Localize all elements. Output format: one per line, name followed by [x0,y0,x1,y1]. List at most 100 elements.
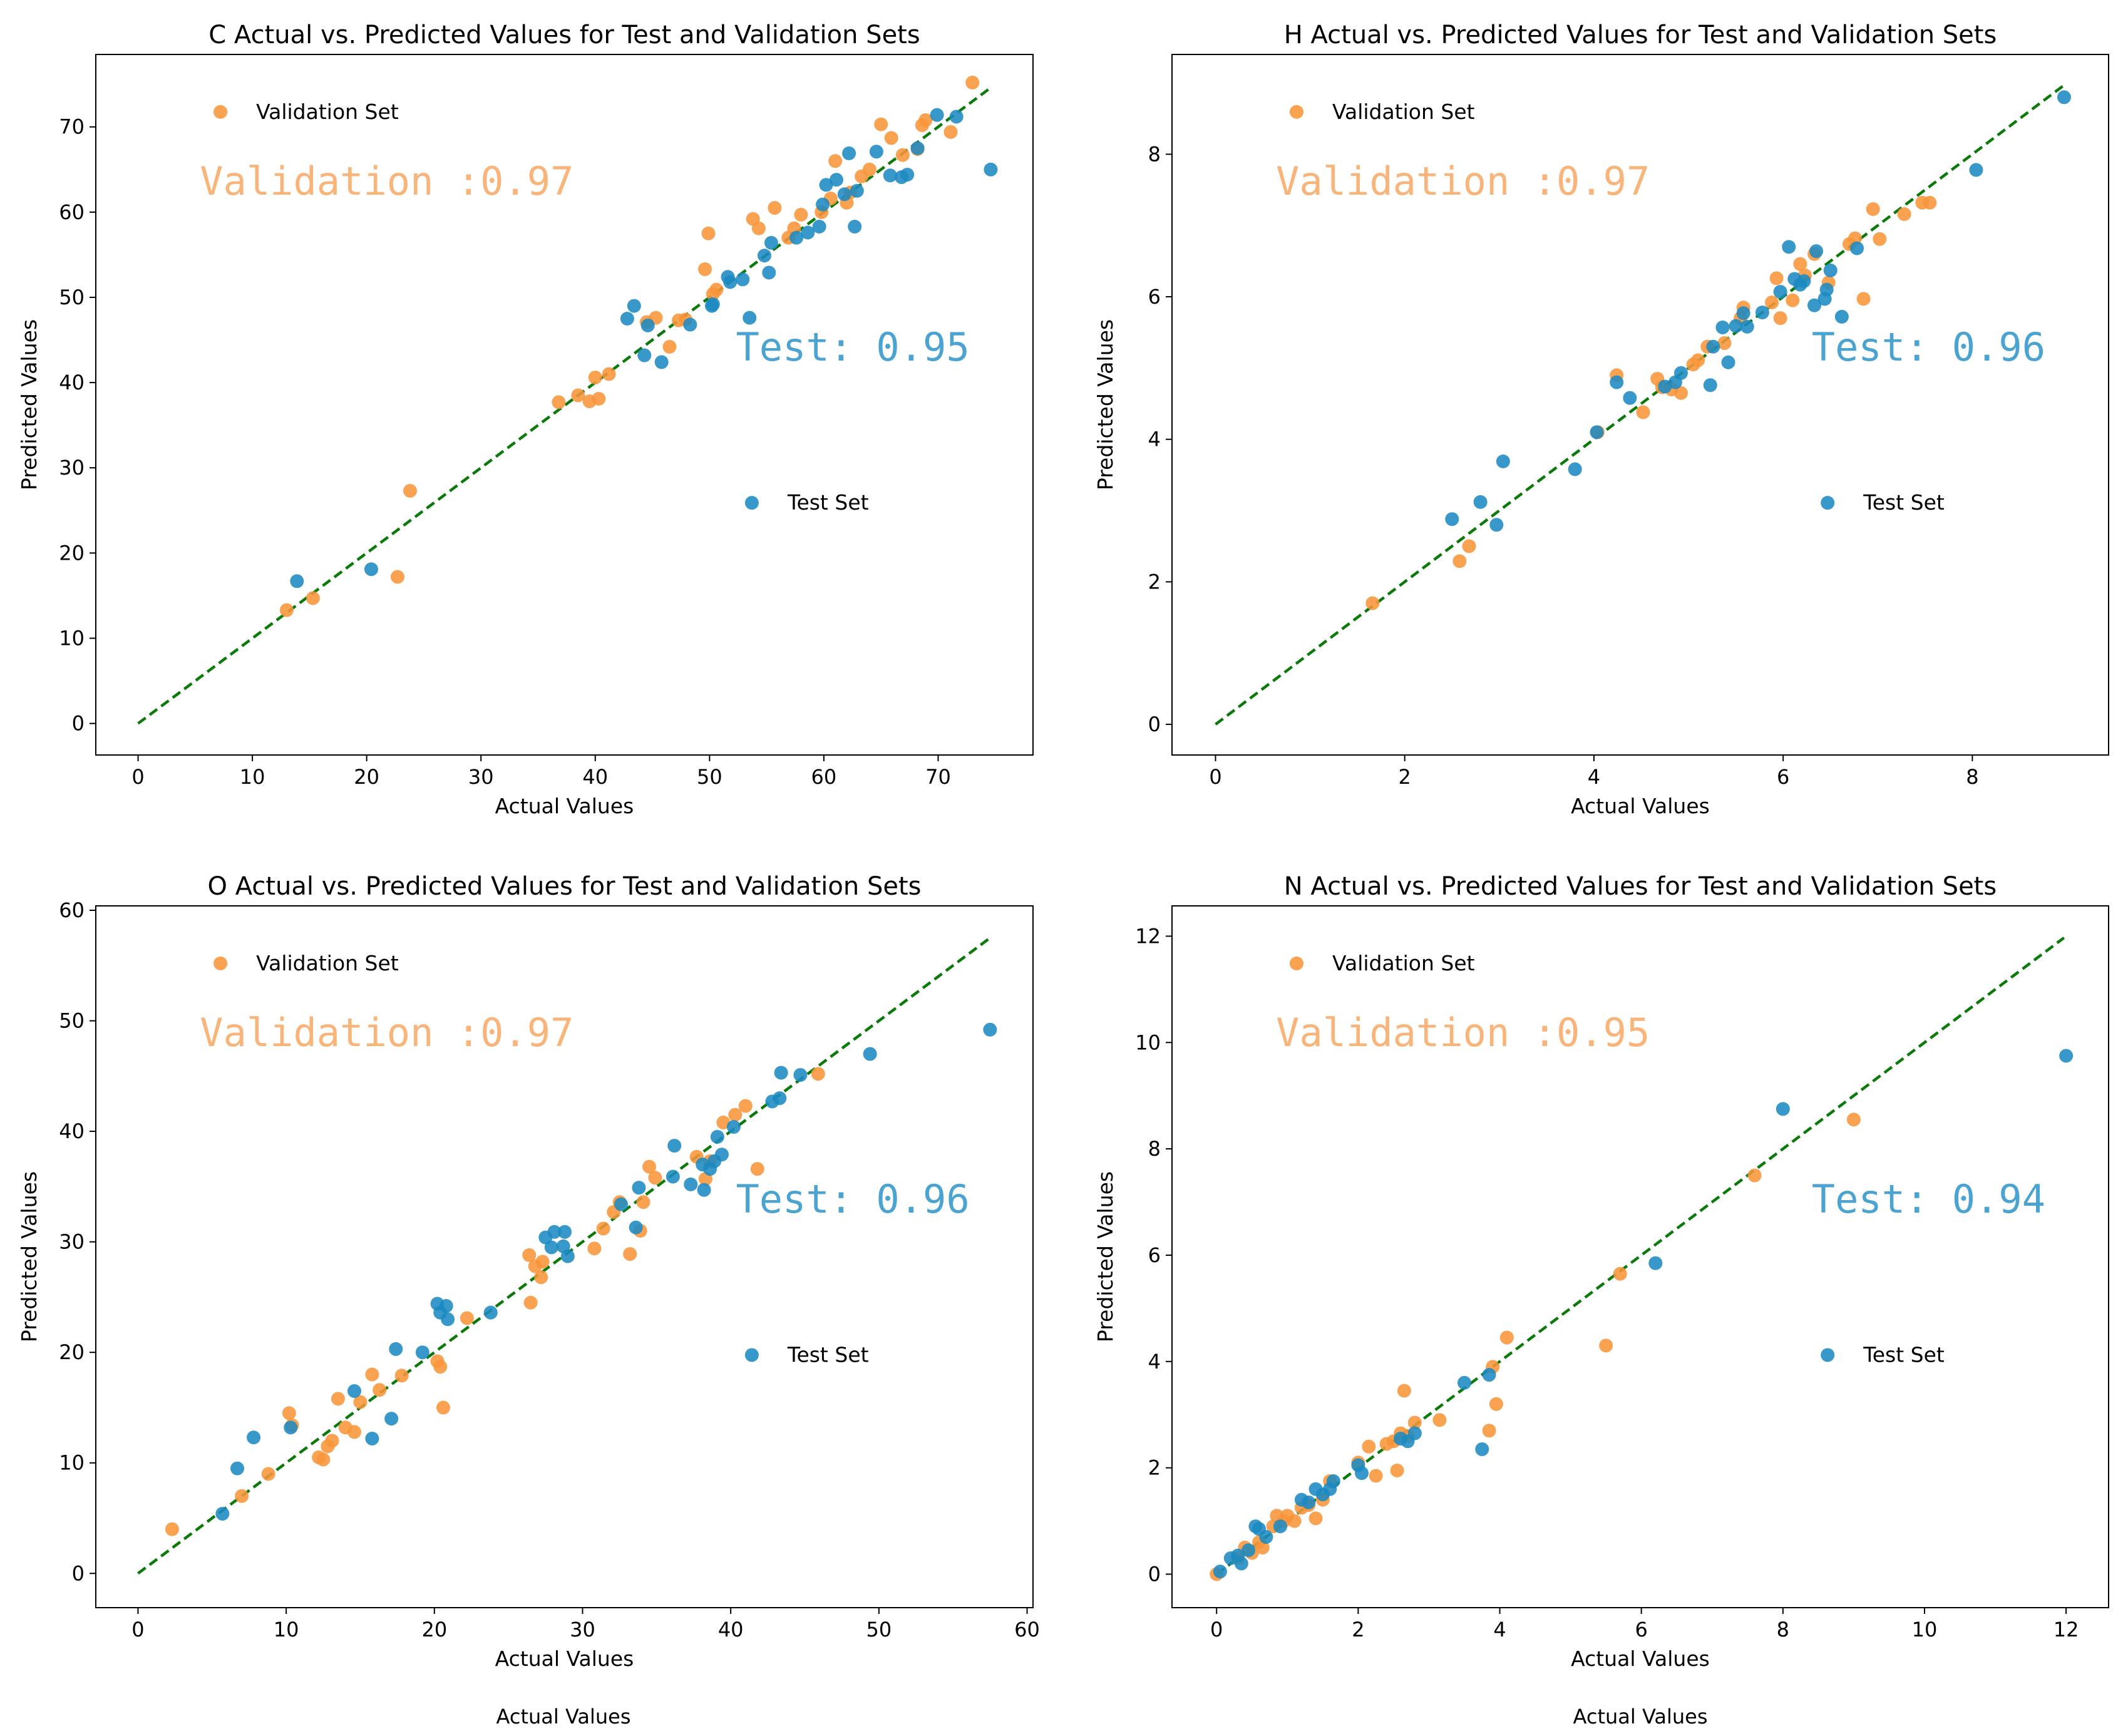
test-point-h-4 [1568,462,1582,476]
validation-point-o-8 [325,1434,339,1448]
test-point-h-17 [1740,319,1754,334]
x-tick-label-h-4: 4 [1588,765,1600,789]
legend-test-label-h: Test Set [1863,490,1945,515]
validation-point-o-17 [433,1360,448,1374]
test-point-c-24 [842,146,856,160]
legend-validation-label-c: Validation Set [256,100,399,124]
validation-score-n: Validation :0.95 [1276,1010,1650,1055]
chart-c: C Actual vs. Predicted Values for Test a… [17,21,1034,818]
ideal-line-h [1215,84,2065,726]
test-point-o-0 [215,1506,230,1521]
test-point-c-0 [290,574,304,588]
test-point-o-1 [230,1461,245,1476]
validation-point-n-34 [1846,1112,1861,1127]
test-point-c-20 [816,197,830,212]
points-n [1210,1049,2074,1581]
validation-point-n-23 [1397,1384,1411,1398]
validation-point-o-12 [353,1395,368,1409]
validation-point-h-31 [1923,195,1937,210]
test-point-o-32 [726,1120,741,1134]
validation-point-h-29 [1897,207,1911,221]
test-point-o-5 [365,1431,379,1446]
x-axis-label-n: Actual Values [1571,1646,1710,1671]
test-point-o-6 [384,1412,399,1426]
legend-test-label-o: Test Set [787,1342,869,1367]
y-tick-label-h-0: 0 [1148,712,1161,736]
y-tick-label-o-0: 0 [72,1561,85,1585]
figure-extra-x-label-left: Actual Values [496,1705,631,1728]
test-point-c-1 [364,562,378,577]
validation-point-o-38 [728,1107,743,1122]
legend-validation-label-n: Validation Set [1332,951,1475,975]
validation-point-h-28 [1873,232,1887,246]
test-point-h-31 [1969,163,1983,177]
test-point-o-36 [793,1068,808,1082]
test-point-o-30 [710,1129,724,1144]
test-point-c-7 [683,317,697,332]
test-point-c-4 [637,348,652,362]
x-tick-label-o-0: 0 [131,1618,144,1641]
test-point-o-21 [629,1220,643,1235]
y-tick-label-c-30: 30 [59,456,85,480]
test-point-o-18 [558,1225,572,1239]
validation-point-c-0 [279,603,294,617]
legend-test-marker-n [1821,1348,1835,1362]
test-point-h-15 [1729,319,1743,333]
plot-frame-h [1171,54,2109,756]
y-tick-label-c-50: 50 [59,285,85,309]
validation-point-o-14 [373,1383,387,1397]
test-point-c-15 [762,265,776,280]
y-axis-label-n: Predicted Values [1093,1171,1118,1342]
y-tick-label-c-70: 70 [59,115,85,139]
legend-validation-label-h: Validation Set [1332,100,1475,124]
x-tick-label-c-50: 50 [697,765,722,789]
x-axis-label-c: Actual Values [495,794,634,818]
validation-point-c-24 [794,207,808,222]
validation-point-h-1 [1452,554,1467,568]
y-tick-label-h-4: 4 [1148,428,1161,451]
test-point-c-28 [883,168,897,183]
test-point-c-14 [757,249,771,263]
validation-point-c-12 [662,339,677,354]
y-tick-label-n-4: 4 [1148,1350,1161,1374]
validation-point-n-18 [1369,1469,1383,1483]
test-point-o-7 [389,1342,403,1356]
x-tick-label-o-50: 50 [866,1618,892,1641]
validation-score-o: Validation :0.97 [200,1010,573,1055]
x-tick-label-h-2: 2 [1399,765,1411,789]
y-tick-label-n-0: 0 [1148,1562,1161,1586]
y-tick-label-c-60: 60 [59,200,85,224]
test-point-o-24 [667,1139,682,1153]
test-point-h-32 [2057,90,2071,105]
validation-point-o-32 [642,1159,656,1174]
x-tick-label-c-40: 40 [582,765,608,789]
test-point-o-27 [697,1183,711,1197]
x-tick-label-n-0: 0 [1210,1618,1223,1641]
test-point-o-20 [614,1197,629,1211]
validation-point-n-32 [1613,1266,1627,1281]
test-point-n-8 [1273,1519,1288,1534]
plot-frame-o [95,905,1034,1608]
validation-point-c-37 [918,113,933,127]
test-point-n-20 [1457,1375,1472,1390]
x-tick-label-o-60: 60 [1014,1618,1040,1641]
test-point-h-5 [1590,425,1604,439]
x-axis-label-o: Actual Values [495,1646,634,1671]
validation-point-o-33 [648,1171,662,1185]
validation-point-n-31 [1599,1338,1613,1353]
test-point-c-9 [706,297,720,311]
chart-o: O Actual vs. Predicted Values for Test a… [17,872,1040,1671]
figure-extra-x-label-right: Actual Values [1573,1705,1708,1728]
test-point-n-25 [2059,1049,2074,1063]
test-point-n-0 [1213,1564,1227,1579]
test-point-h-3 [1496,454,1510,468]
test-point-o-34 [773,1091,787,1106]
test-point-c-13 [743,311,757,325]
legend-test-marker-h [1821,496,1835,510]
validation-point-o-23 [534,1270,548,1285]
y-tick-label-o-40: 40 [59,1119,85,1143]
test-point-h-10 [1673,366,1688,380]
chart-title-n: N Actual vs. Predicted Values for Test a… [1284,872,1997,901]
validation-point-o-20 [522,1248,537,1262]
